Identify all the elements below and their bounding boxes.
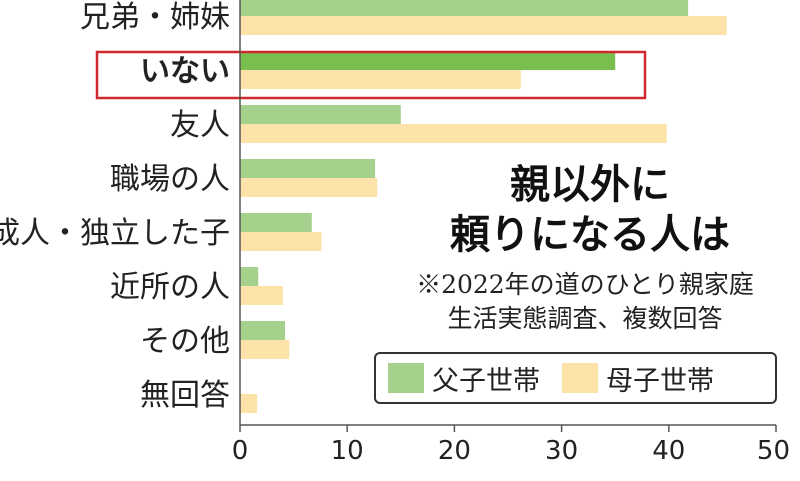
bar-father-0 [240,0,689,16]
bar-father-6 [240,321,286,340]
category-label-4: 成人・独立した子 [0,216,230,251]
bar-father-3 [240,159,376,178]
legend: 父子世帯 母子世帯 [374,352,777,404]
legend-swatch-father [388,363,424,393]
chart-note: ※2022年の道のひとり親家庭 生活実態調査、複数回答 [380,268,790,336]
chart-title-line-2: 頼りになる人は [450,212,730,258]
bar-mother-6 [240,340,290,359]
bar-mother-2 [240,124,667,143]
x-tick-label-4: 40 [652,436,685,466]
legend-label-mother: 母子世帯 [606,365,714,397]
category-label-3: 職場の人 [110,162,230,197]
legend-label-father: 父子世帯 [432,365,540,397]
category-label-0: 兄弟・姉妹 [80,0,230,35]
bar-father-1 [240,51,616,70]
bar-mother-4 [240,232,322,251]
category-label-2: 友人 [170,108,230,143]
bar-father-4 [240,213,312,232]
x-tick-label-2: 20 [438,436,471,466]
category-label-1: いない [140,54,230,89]
x-axis: 0 10 20 30 40 50 [232,0,790,466]
bar-mother-0 [240,16,727,35]
chart-title-line-1: 親以外に [510,162,670,208]
category-label-7: 無回答 [140,378,230,413]
bars-group [240,0,727,413]
x-tick-label-5: 50 [757,436,790,466]
bar-father-5 [240,267,259,286]
category-label-6: その他 [140,324,230,359]
legend-item-mother: 母子世帯 [562,359,714,398]
bar-mother-3 [240,178,378,197]
highlight-box [95,50,647,100]
legend-swatch-mother [562,363,598,393]
x-tick-label-0: 0 [232,436,249,466]
chart-title: 親以外に 頼りになる人は [395,160,785,260]
bar-father-2 [240,105,401,124]
bar-mother-1 [240,70,521,89]
x-tick-label-3: 30 [545,436,578,466]
chart-note-line-2: 生活実態調査、複数回答 [447,304,723,333]
category-label-5: 近所の人 [110,270,230,305]
chart-note-line-1: ※2022年の道のひとり親家庭 [416,270,754,299]
bar-mother-5 [240,286,283,305]
x-tick-label-1: 10 [331,436,364,466]
bar-mother-7 [240,394,258,413]
legend-item-father: 父子世帯 [388,359,540,398]
